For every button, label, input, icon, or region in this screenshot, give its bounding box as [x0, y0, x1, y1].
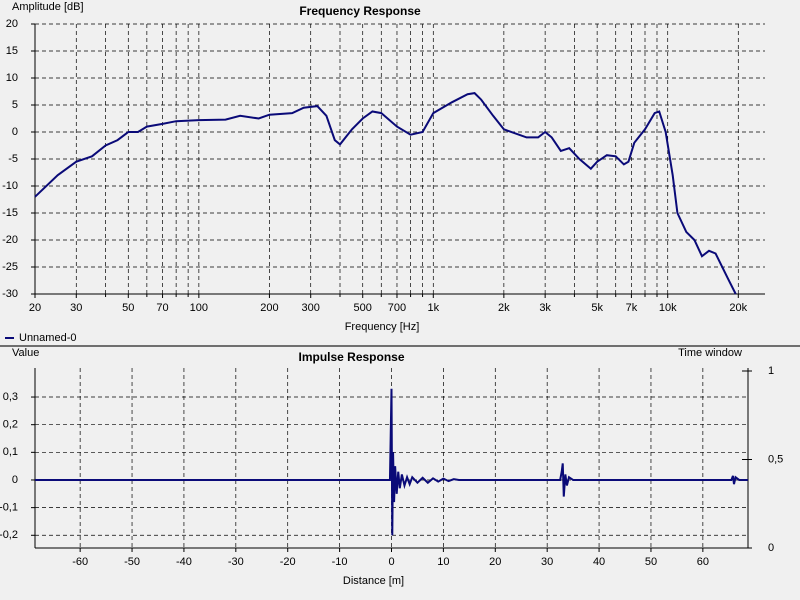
y-tick-label: -25: [2, 261, 18, 273]
x-tick-label: -10: [332, 556, 348, 568]
y2-tick-label: 1: [768, 365, 774, 377]
y-tick-label: -15: [2, 207, 18, 219]
y2-tick-label: 0,5: [768, 453, 783, 465]
x-tick-label: -30: [228, 556, 244, 568]
x-tick-label: 30: [70, 302, 82, 314]
x-tick-label: 700: [388, 302, 406, 314]
y-axis-label: Value: [12, 347, 39, 359]
x-tick-label: 40: [593, 556, 605, 568]
y-tick-label: -0,1: [0, 502, 18, 514]
y-tick-label: 0: [12, 474, 18, 486]
x-tick-label: 70: [156, 302, 168, 314]
y-tick-label: 20: [6, 18, 18, 30]
x-tick-label: 100: [190, 302, 208, 314]
y-tick-label: 15: [6, 45, 18, 57]
legend-label: Unnamed-0: [19, 332, 76, 344]
x-tick-label: -40: [176, 556, 192, 568]
chart-title: Impulse Response: [298, 350, 404, 364]
x-tick-label: 1k: [427, 302, 439, 314]
y-tick-label: -30: [2, 288, 18, 300]
y-tick-label: 0,3: [3, 391, 18, 403]
x-tick-label: 3k: [539, 302, 551, 314]
x-tick-label: 20k: [729, 302, 747, 314]
x-tick-label: -50: [124, 556, 140, 568]
x-tick-label: 7k: [626, 302, 638, 314]
data-line: [35, 388, 748, 536]
x-tick-label: 50: [122, 302, 134, 314]
y-tick-label: -20: [2, 234, 18, 246]
data-line: [34, 92, 737, 295]
x-tick-label: 0: [388, 556, 394, 568]
x-tick-label: 10k: [659, 302, 677, 314]
x-tick-label: 50: [645, 556, 657, 568]
y-tick-label: -10: [2, 180, 18, 192]
y-tick-label: 0: [12, 126, 18, 138]
x-axis-label: Frequency [Hz]: [345, 321, 420, 333]
x-tick-label: 30: [541, 556, 553, 568]
x-tick-label: 60: [697, 556, 709, 568]
x-tick-label: 20: [489, 556, 501, 568]
x-tick-label: 5k: [591, 302, 603, 314]
x-tick-label: 300: [302, 302, 320, 314]
y-tick-label: 0,1: [3, 446, 18, 458]
x-tick-label: 20: [29, 302, 41, 314]
y2-tick-label: 0: [768, 542, 774, 554]
y-tick-label: 5: [12, 99, 18, 111]
x-tick-label: 500: [354, 302, 372, 314]
y-axis-label: Amplitude [dB]: [12, 1, 84, 13]
y-tick-label: -0,2: [0, 529, 18, 541]
x-tick-label: 10: [437, 556, 449, 568]
y-tick-label: -5: [8, 153, 18, 165]
x-tick-label: 2k: [498, 302, 510, 314]
y-tick-label: 0,2: [3, 419, 18, 431]
x-tick-label: -60: [72, 556, 88, 568]
x-tick-label: 200: [260, 302, 278, 314]
x-tick-label: -20: [280, 556, 296, 568]
y-tick-label: 10: [6, 72, 18, 84]
x-axis-label: Distance [m]: [343, 575, 404, 587]
chart-title: Frequency Response: [299, 4, 421, 18]
y2-axis-label: Time window: [678, 347, 742, 359]
